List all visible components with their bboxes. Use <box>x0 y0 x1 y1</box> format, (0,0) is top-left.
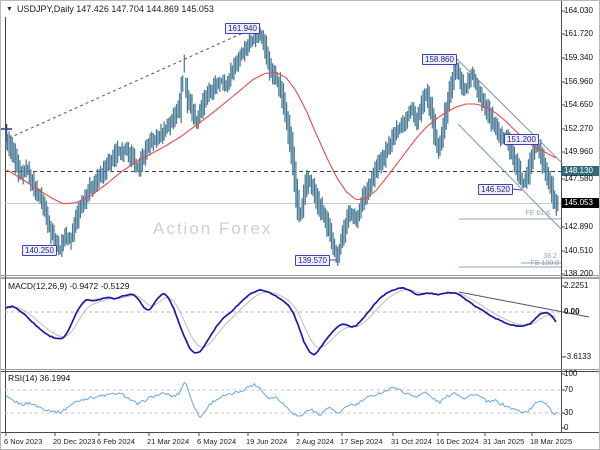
time-axis-label: 16 Dec 2024 <box>436 437 479 446</box>
time-axis-label: 17 Sep 2024 <box>340 437 383 446</box>
macd-signal-line <box>5 289 557 349</box>
price-axis-label: 161.720 <box>564 29 593 38</box>
time-axis-label: 6 Nov 2023 <box>4 437 43 446</box>
price-axis-label: 156.960 <box>564 77 593 86</box>
price-axis-label: 154.650 <box>564 100 593 109</box>
macd-axis-label: -3.6133 <box>564 352 592 361</box>
price-marker-label[interactable]: 161.940 <box>225 23 260 34</box>
price-axis-label: 149.960 <box>564 147 593 156</box>
price-marker-label[interactable]: 140.250 <box>22 245 57 256</box>
price-marker-label[interactable]: 151.200 <box>504 134 539 145</box>
price-marker-label[interactable]: 139.570 <box>295 255 330 266</box>
macd-axis-label: 2.2251 <box>564 281 589 290</box>
trendline <box>8 27 255 139</box>
time-axis-label: 20 Dec 2023 <box>53 437 96 446</box>
chart-dropdown-icon[interactable]: ▼ <box>6 5 13 13</box>
rsi-axis-label: 30 <box>564 408 573 417</box>
price-axis-label: 148.130 <box>562 166 599 176</box>
price-axis-label: 145.053 <box>562 198 599 208</box>
price-axis-label: 138.200 <box>564 269 593 278</box>
time-axis-label: 19 Jun 2024 <box>246 437 288 446</box>
rsi-axis-label: 100 <box>564 369 578 378</box>
trendline <box>458 291 590 318</box>
fib-label: 38.2 <box>543 253 557 260</box>
time-axis-label: 31 Jan 2025 <box>483 437 525 446</box>
time-axis-label: 6 Feb 2024 <box>97 437 135 446</box>
candlestick-series <box>5 27 559 266</box>
macd-axis-label: 0.00 <box>564 307 580 316</box>
macd-main-line <box>5 287 557 356</box>
time-axis-label: 21 Mar 2024 <box>147 437 190 446</box>
price-marker-connector <box>511 188 523 191</box>
rsi-line <box>5 381 558 418</box>
time-axis-label: 6 May 2024 <box>197 437 237 446</box>
time-axis-label: 18 Mar 2025 <box>530 437 573 446</box>
price-axis-label: 152.270 <box>564 124 593 133</box>
rsi-indicator-label: RSI(14) 36.1994 <box>8 373 71 383</box>
chart-title-bar: ▼ USDJPY,Daily 147.426 147.704 144.869 1… <box>6 4 214 14</box>
price-axis-label: 140.510 <box>564 246 593 255</box>
price-marker-label[interactable]: 158.860 <box>422 54 457 65</box>
price-axis-label: 159.340 <box>564 53 593 62</box>
chart-title: USDJPY,Daily 147.426 147.704 144.869 145… <box>16 4 214 14</box>
price-axis-label: 142.890 <box>564 222 593 231</box>
rsi-axis-label: 70 <box>564 385 573 394</box>
time-axis-label: 2 Aug 2024 <box>296 437 334 446</box>
price-axis-label: 147.580 <box>564 174 593 183</box>
rsi-axis-label: 0 <box>564 423 569 432</box>
watermark: Action Forex <box>153 219 273 238</box>
moving-average-line <box>6 72 557 205</box>
trendline <box>457 123 562 230</box>
fib-label: FE 100.0 <box>530 260 559 267</box>
price-marker-label[interactable]: 146.520 <box>478 184 513 195</box>
macd-indicator-label: MACD(12,26,9) -0.9472 -0.5129 <box>8 281 130 291</box>
time-axis-label: 31 Oct 2024 <box>391 437 432 446</box>
fib-label: FE 61.8 <box>525 210 550 217</box>
price-axis-label: 164.030 <box>564 6 593 15</box>
